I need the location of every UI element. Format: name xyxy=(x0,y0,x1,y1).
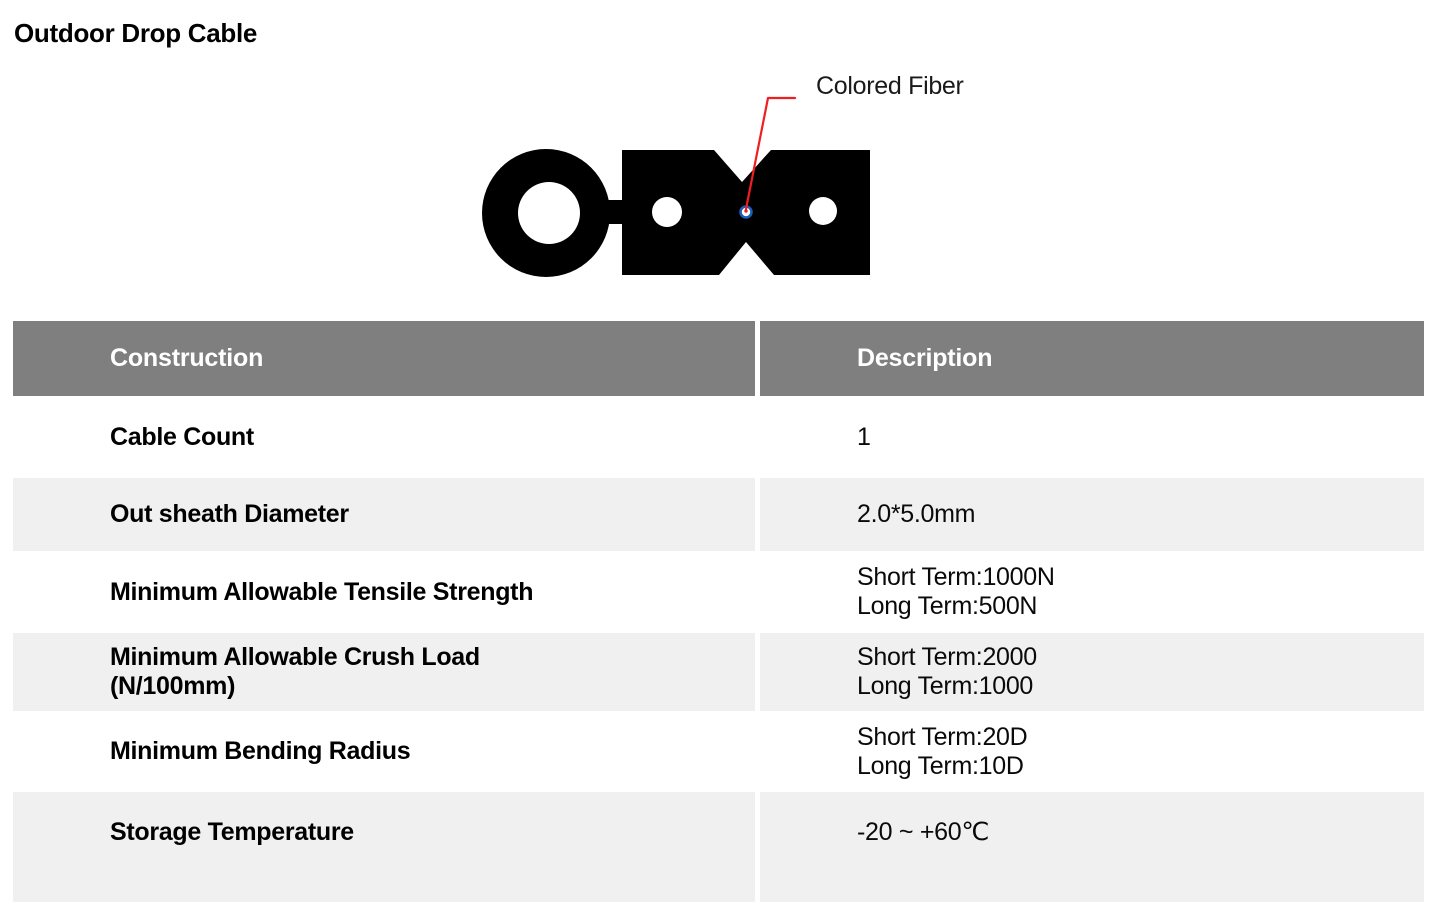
messenger-ring-hole xyxy=(518,182,580,244)
table-row: Minimum Allowable Crush Load (N/100mm) S… xyxy=(13,633,1424,711)
page-title: Outdoor Drop Cable xyxy=(14,18,258,48)
bottom-notch-shape xyxy=(719,242,774,275)
construction-cell: Storage Temperature xyxy=(13,792,755,902)
description-text: 2.0*5.0mm xyxy=(857,500,976,528)
description-cell: 2.0*5.0mm xyxy=(760,478,1424,551)
column-gap xyxy=(755,478,760,551)
construction-text: Minimum Allowable Crush Load xyxy=(110,643,480,671)
construction-text: Minimum Allowable Tensile Strength xyxy=(110,577,534,606)
table-row: Storage Temperature -20 ~ +60℃ xyxy=(13,792,1424,902)
table-row: Out sheath Diameter 2.0*5.0mm xyxy=(13,478,1424,551)
callout-line xyxy=(744,96,797,211)
description-text: Short Term:1000N xyxy=(857,563,1055,591)
construction-cell: Cable Count xyxy=(13,396,755,478)
construction-text: Minimum Bending Radius xyxy=(110,737,411,765)
table-row: Cable Count 1 xyxy=(13,396,1424,478)
column-gap xyxy=(755,633,760,711)
construction-text: (N/100mm) xyxy=(110,672,236,700)
column-gap xyxy=(755,792,760,902)
column-gap xyxy=(755,711,760,792)
description-cell: Short Term:2000 Long Term:1000 xyxy=(760,633,1424,711)
construction-cell: Minimum Bending Radius xyxy=(13,711,755,792)
description-text: Short Term:2000 xyxy=(857,643,1037,671)
callout-line-tip xyxy=(744,209,748,213)
spec-table: Construction Description Cable Count 1 O… xyxy=(13,321,1424,902)
construction-text: Cable Count xyxy=(110,422,254,451)
construction-text: Out sheath Diameter xyxy=(110,500,349,528)
strength-member-right xyxy=(809,197,837,225)
description-cell: 1 xyxy=(760,396,1424,478)
table-row: Minimum Bending Radius Short Term:20D Lo… xyxy=(13,711,1424,792)
strength-member-left xyxy=(652,197,682,227)
table-row: Minimum Allowable Tensile Strength Short… xyxy=(13,551,1424,633)
description-text: Short Term:20D xyxy=(857,722,1028,751)
table-header-row: Construction Description xyxy=(13,321,1424,396)
description-cell: Short Term:1000N Long Term:500N xyxy=(760,551,1424,633)
description-text: 1 xyxy=(857,422,871,451)
construction-cell: Minimum Allowable Tensile Strength xyxy=(13,551,755,633)
description-cell: -20 ~ +60℃ xyxy=(760,792,1424,902)
column-gap xyxy=(755,551,760,633)
construction-cell: Minimum Allowable Crush Load (N/100mm) xyxy=(13,633,755,711)
column-gap xyxy=(755,396,760,478)
drop-cable-diagram: Colored Fiber xyxy=(0,0,1440,300)
cable-cross-section-icon xyxy=(482,96,870,277)
column-gap xyxy=(755,321,760,396)
construction-text: Storage Temperature xyxy=(110,818,354,846)
construction-cell: Out sheath Diameter xyxy=(13,478,755,551)
cable-web-shape xyxy=(605,200,627,224)
description-cell: Short Term:20D Long Term:10D xyxy=(760,711,1424,792)
description-text: -20 ~ +60℃ xyxy=(857,818,990,846)
description-text: Long Term:500N xyxy=(857,592,1038,620)
description-text: Long Term:10D xyxy=(857,751,1024,780)
colored-fiber-label: Colored Fiber xyxy=(816,72,964,100)
description-text: Long Term:1000 xyxy=(857,672,1034,700)
header-description: Description xyxy=(857,344,993,372)
header-construction: Construction xyxy=(110,344,264,372)
